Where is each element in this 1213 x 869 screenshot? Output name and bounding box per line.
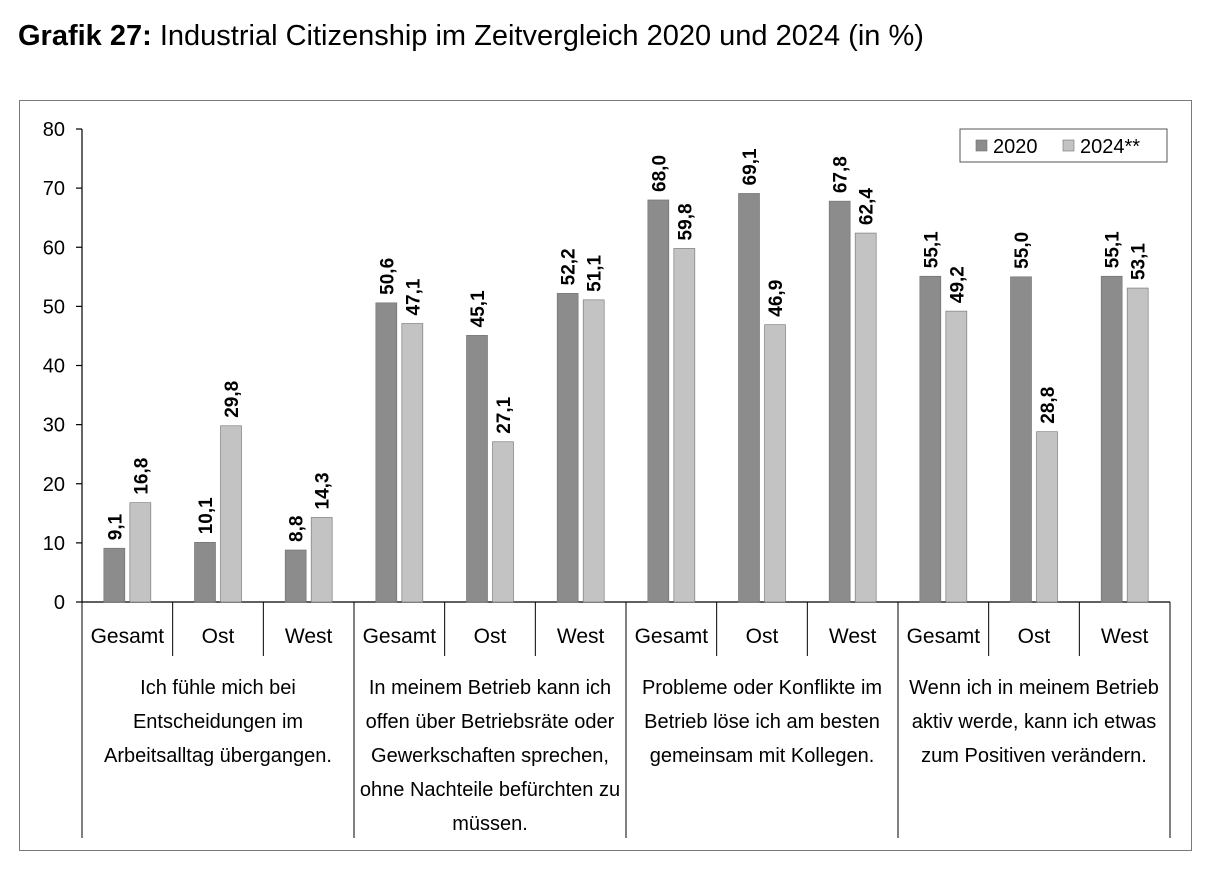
x-category-label: Gesamt (907, 625, 981, 648)
y-tick-label: 20 (43, 474, 65, 496)
bar-2024-8 (854, 232, 877, 603)
data-label: 49,2 (947, 266, 968, 303)
y-tick-label: 40 (43, 356, 65, 378)
bar-2020-6 (647, 199, 670, 603)
x-category-label: West (829, 625, 877, 648)
group-label-line: Entscheidungen im (133, 711, 303, 733)
bar-2020-7 (738, 193, 760, 603)
data-label: 69,1 (740, 148, 761, 185)
data-label: 52,2 (559, 248, 580, 285)
data-label: 45,1 (468, 290, 489, 327)
x-category-label: West (1101, 625, 1149, 648)
bar-2020-4 (466, 335, 488, 603)
x-category-label: Ost (474, 625, 507, 648)
bar-2020-1 (194, 541, 216, 603)
data-label: 8,8 (287, 516, 308, 542)
legend-swatch-2020 (975, 139, 988, 152)
data-label: 68,0 (649, 155, 670, 192)
data-label: 9,1 (105, 513, 126, 540)
x-category-label: Ost (202, 625, 235, 648)
group-label-line: In meinem Betrieb kann ich (369, 677, 611, 699)
chart-frame (19, 100, 1192, 851)
y-tick-label: 70 (43, 178, 65, 200)
y-tick-label: 50 (43, 296, 65, 318)
bar-2020-5 (556, 293, 579, 603)
data-label: 55,0 (1012, 232, 1033, 269)
bar-2020-8 (828, 200, 851, 603)
bar-2020-3 (375, 302, 398, 603)
chart-title: Grafik 27: Industrial Citizenship im Zei… (18, 20, 924, 53)
data-label: 55,1 (921, 231, 942, 268)
group-label-line: Arbeitsalltag übergangen. (104, 745, 332, 767)
bar-2024-9 (945, 310, 968, 603)
data-label: 50,6 (377, 258, 398, 295)
y-tick-label: 60 (43, 237, 65, 259)
x-category-label: Ost (746, 625, 779, 648)
bar-2020-10 (1010, 276, 1032, 603)
bar-2024-5 (582, 299, 605, 603)
bar-2024-7 (764, 324, 786, 603)
x-category-label: Ost (1018, 625, 1051, 648)
bar-2024-6 (673, 248, 696, 603)
data-label: 14,3 (313, 472, 334, 509)
chart-title-prefix: Grafik 27: (18, 20, 152, 52)
y-tick-label: 0 (54, 592, 65, 614)
bar-2020-0 (103, 547, 126, 603)
chart-title-text: Industrial Citizenship im Zeitvergleich … (159, 20, 924, 52)
bar-2020-11 (1100, 275, 1123, 603)
group-label-line: zum Positiven verändern. (921, 745, 1147, 767)
group-label-line: aktiv werde, kann ich etwas (912, 711, 1157, 733)
x-category-label: West (285, 625, 333, 648)
group-label-line: Wenn ich in meinem Betrieb (909, 677, 1159, 699)
y-tick-label: 10 (43, 533, 65, 555)
data-label: 47,1 (403, 278, 424, 315)
data-label: 55,1 (1103, 231, 1124, 268)
bar-2024-0 (129, 502, 152, 603)
group-label-line: Ich fühle mich bei (140, 677, 296, 699)
data-label: 46,9 (766, 280, 787, 317)
data-label: 67,8 (831, 156, 852, 193)
x-category-label: Gesamt (363, 625, 437, 648)
bar-2024-1 (220, 425, 242, 603)
group-label-line: Betrieb löse ich am besten (644, 711, 880, 733)
data-label: 62,4 (857, 188, 878, 225)
data-label: 10,1 (196, 497, 217, 534)
data-label: 28,8 (1038, 387, 1059, 424)
bar-2020-9 (919, 275, 942, 603)
bar-2024-3 (401, 323, 424, 603)
group-label-line: müssen. (452, 813, 528, 835)
bar-2024-4 (492, 441, 514, 603)
data-label: 29,8 (222, 381, 243, 418)
y-tick-label: 30 (43, 415, 65, 437)
data-label: 16,8 (131, 458, 152, 495)
data-label: 51,1 (585, 254, 606, 291)
group-label-line: offen über Betriebsräte oder (366, 711, 615, 733)
group-label-line: ohne Nachteile befürchten zu (360, 779, 620, 801)
bar-2024-11 (1126, 287, 1149, 603)
legend-label: 2024** (1080, 136, 1140, 158)
bar-2024-2 (310, 517, 333, 603)
data-label: 27,1 (494, 396, 515, 433)
group-label-line: Gewerkschaften sprechen, (371, 745, 609, 767)
bar-2024-10 (1036, 431, 1058, 603)
legend-swatch-2024 (1062, 139, 1075, 152)
data-label: 59,8 (675, 203, 696, 240)
group-label-line: Probleme oder Konflikte im (642, 677, 882, 699)
y-tick-label: 80 (43, 119, 65, 141)
bar-2020-2 (284, 549, 307, 603)
x-category-label: Gesamt (635, 625, 709, 648)
x-category-label: West (557, 625, 605, 648)
group-label-line: gemeinsam mit Kollegen. (650, 745, 875, 767)
x-category-label: Gesamt (91, 625, 165, 648)
legend-label: 2020 (993, 136, 1038, 158)
data-label: 53,1 (1129, 243, 1150, 280)
